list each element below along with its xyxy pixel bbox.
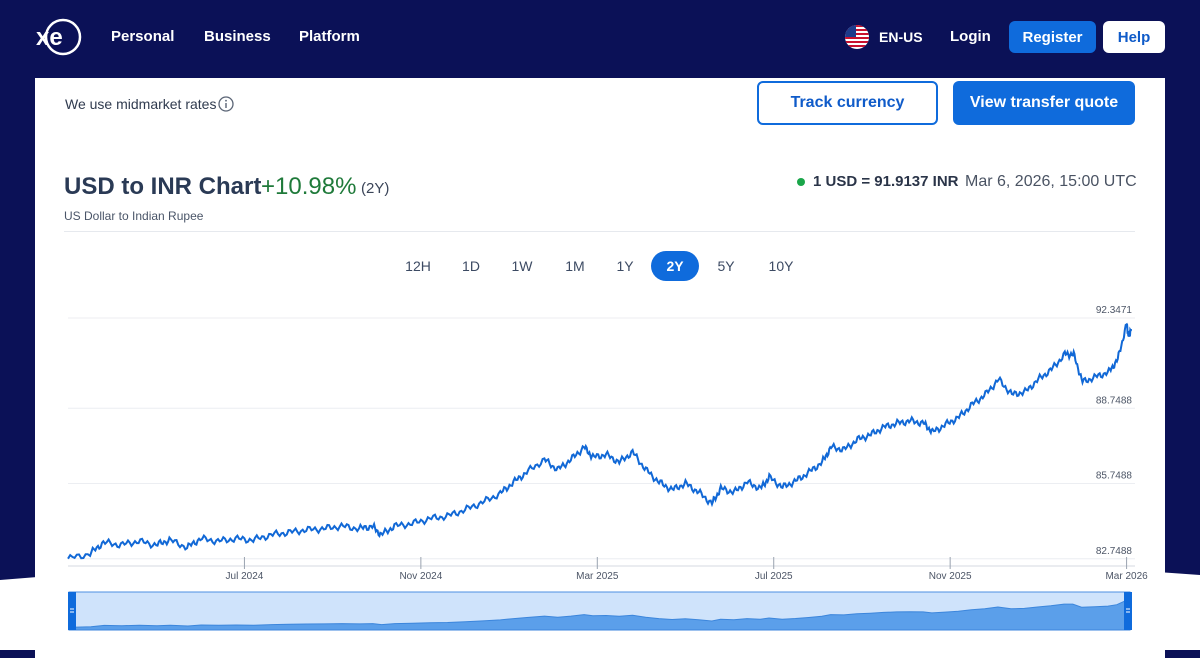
y-tick-label: 88.7488 — [1096, 395, 1133, 406]
change-period: (2Y) — [361, 180, 390, 197]
rate-line-chart[interactable]: 92.3471 88.7488 85.7488 82.7488 Jul 2024 Nov … — [35, 78, 1165, 650]
language-selector[interactable]: EN-US — [879, 29, 923, 45]
login-link[interactable]: Login — [950, 28, 991, 45]
track-currency-button[interactable]: Track currency — [757, 81, 938, 125]
navigator-right-handle — [1124, 592, 1132, 630]
nav-platform[interactable]: Platform — [299, 28, 360, 45]
range-5y[interactable]: 5Y — [706, 251, 746, 281]
x-tick-label: Jul 2025 — [755, 571, 793, 582]
range-10y[interactable]: 10Y — [759, 251, 803, 281]
help-button[interactable]: Help — [1103, 21, 1165, 53]
chart-subtitle: US Dollar to Indian Rupee — [64, 209, 204, 223]
divider — [64, 231, 1135, 232]
x-tick-label: Nov 2025 — [929, 571, 972, 582]
x-tick-label: Mar 2025 — [576, 571, 619, 582]
range-1m[interactable]: 1M — [553, 251, 597, 281]
percent-change: +10.98% — [261, 173, 357, 200]
y-tick-label: 85.7488 — [1096, 471, 1133, 482]
range-2y[interactable]: 2Y — [651, 251, 699, 281]
nav-business[interactable]: Business — [204, 28, 271, 45]
navigator-area — [68, 600, 1131, 631]
navigator-left-handle — [68, 592, 76, 630]
y-tick-label: 82.7488 — [1096, 546, 1133, 557]
range-12h[interactable]: 12H — [396, 251, 440, 281]
live-status-dot-icon — [797, 178, 805, 186]
view-transfer-quote-button[interactable]: View transfer quote — [953, 81, 1135, 125]
info-icon[interactable] — [218, 96, 234, 112]
register-button[interactable]: Register — [1009, 21, 1096, 53]
top-navbar: xe Personal Business Platform EN-US Logi… — [0, 0, 1200, 78]
chart-card: We use midmarket rates Track currency Vi… — [35, 78, 1165, 658]
range-1y[interactable]: 1Y — [605, 251, 645, 281]
current-rate: 1 USD = 91.9137 INR — [813, 173, 959, 190]
midmarket-note: We use midmarket rates — [65, 96, 217, 112]
svg-text:xe: xe — [36, 24, 63, 51]
x-tick-label: Jul 2024 — [226, 571, 264, 582]
x-tick-label: Nov 2024 — [399, 571, 442, 582]
range-1d[interactable]: 1D — [451, 251, 491, 281]
xe-logo-icon[interactable]: xe — [33, 17, 83, 57]
us-flag-icon[interactable] — [845, 25, 869, 49]
chart-title: USD to INR Chart — [64, 173, 262, 200]
nav-personal[interactable]: Personal — [111, 28, 175, 45]
rate-timestamp: Mar 6, 2026, 15:00 UTC — [965, 173, 1137, 190]
x-tick-label: Mar 2026 — [1105, 571, 1148, 582]
y-tick-label: 92.3471 — [1096, 305, 1133, 316]
range-1w[interactable]: 1W — [502, 251, 542, 281]
rate-series-line — [67, 322, 1132, 560]
